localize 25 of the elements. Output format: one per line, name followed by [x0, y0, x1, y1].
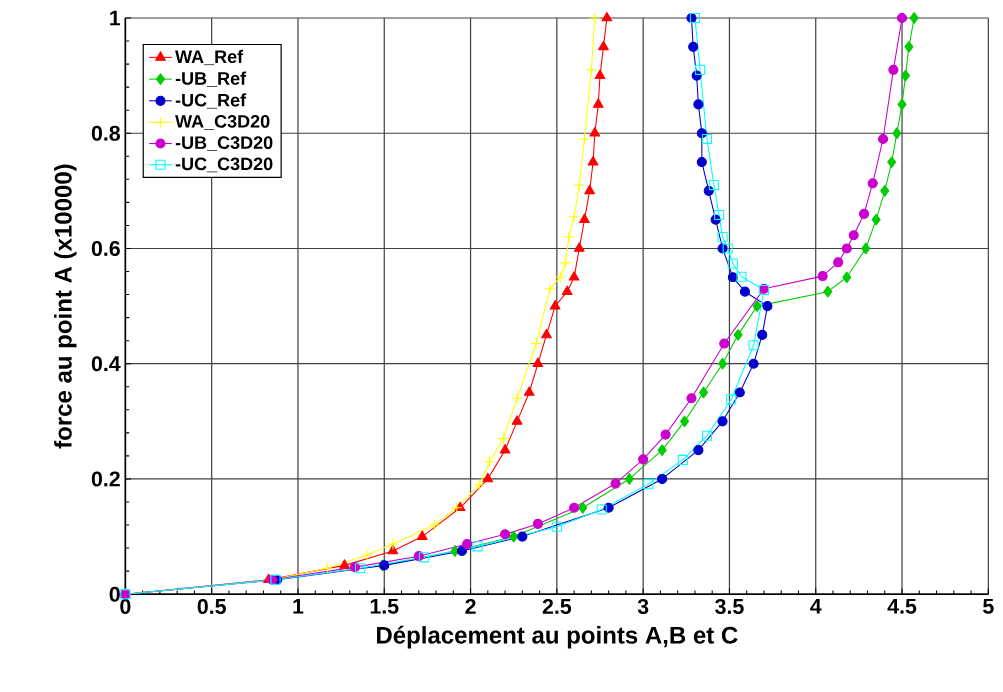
- x-tick-label: 4: [810, 598, 822, 614]
- x-tick-label: 1.5: [370, 598, 399, 614]
- y-tick-label: 0.6: [91, 240, 120, 256]
- x-tick-label: 0.5: [197, 598, 226, 614]
- legend-label: WA_Ref: [175, 49, 244, 65]
- legend-label: -UC_C3D20: [175, 157, 273, 173]
- x-tick-label: 3.5: [715, 598, 744, 614]
- legend-label: WA_C3D20: [175, 114, 270, 130]
- legend-label: -UB_Ref: [175, 71, 247, 87]
- y-tick-label: 0.2: [91, 471, 120, 487]
- legend-label: -UC_Ref: [175, 93, 247, 109]
- x-tick-label: 2: [465, 598, 476, 614]
- y-tick-label: 0: [109, 586, 120, 602]
- x-tick-label: 4.5: [887, 598, 917, 614]
- x-tick-label: 5: [983, 598, 994, 614]
- y-tick-label: 0.4: [91, 356, 121, 372]
- x-tick-label: 1: [293, 598, 304, 614]
- y-axis-title: force au point A (x10000): [54, 164, 77, 449]
- x-tick-label: 3: [637, 598, 649, 614]
- y-tick-label: 0.8: [91, 125, 121, 141]
- x-axis-title: Déplacement au points A,B et C: [377, 625, 738, 649]
- legend-label: -UB_C3D20: [175, 136, 273, 151]
- x-tick-label: 0: [120, 598, 131, 614]
- x-tick-label: 2.5: [542, 598, 572, 614]
- y-tick-label: 1: [110, 10, 121, 26]
